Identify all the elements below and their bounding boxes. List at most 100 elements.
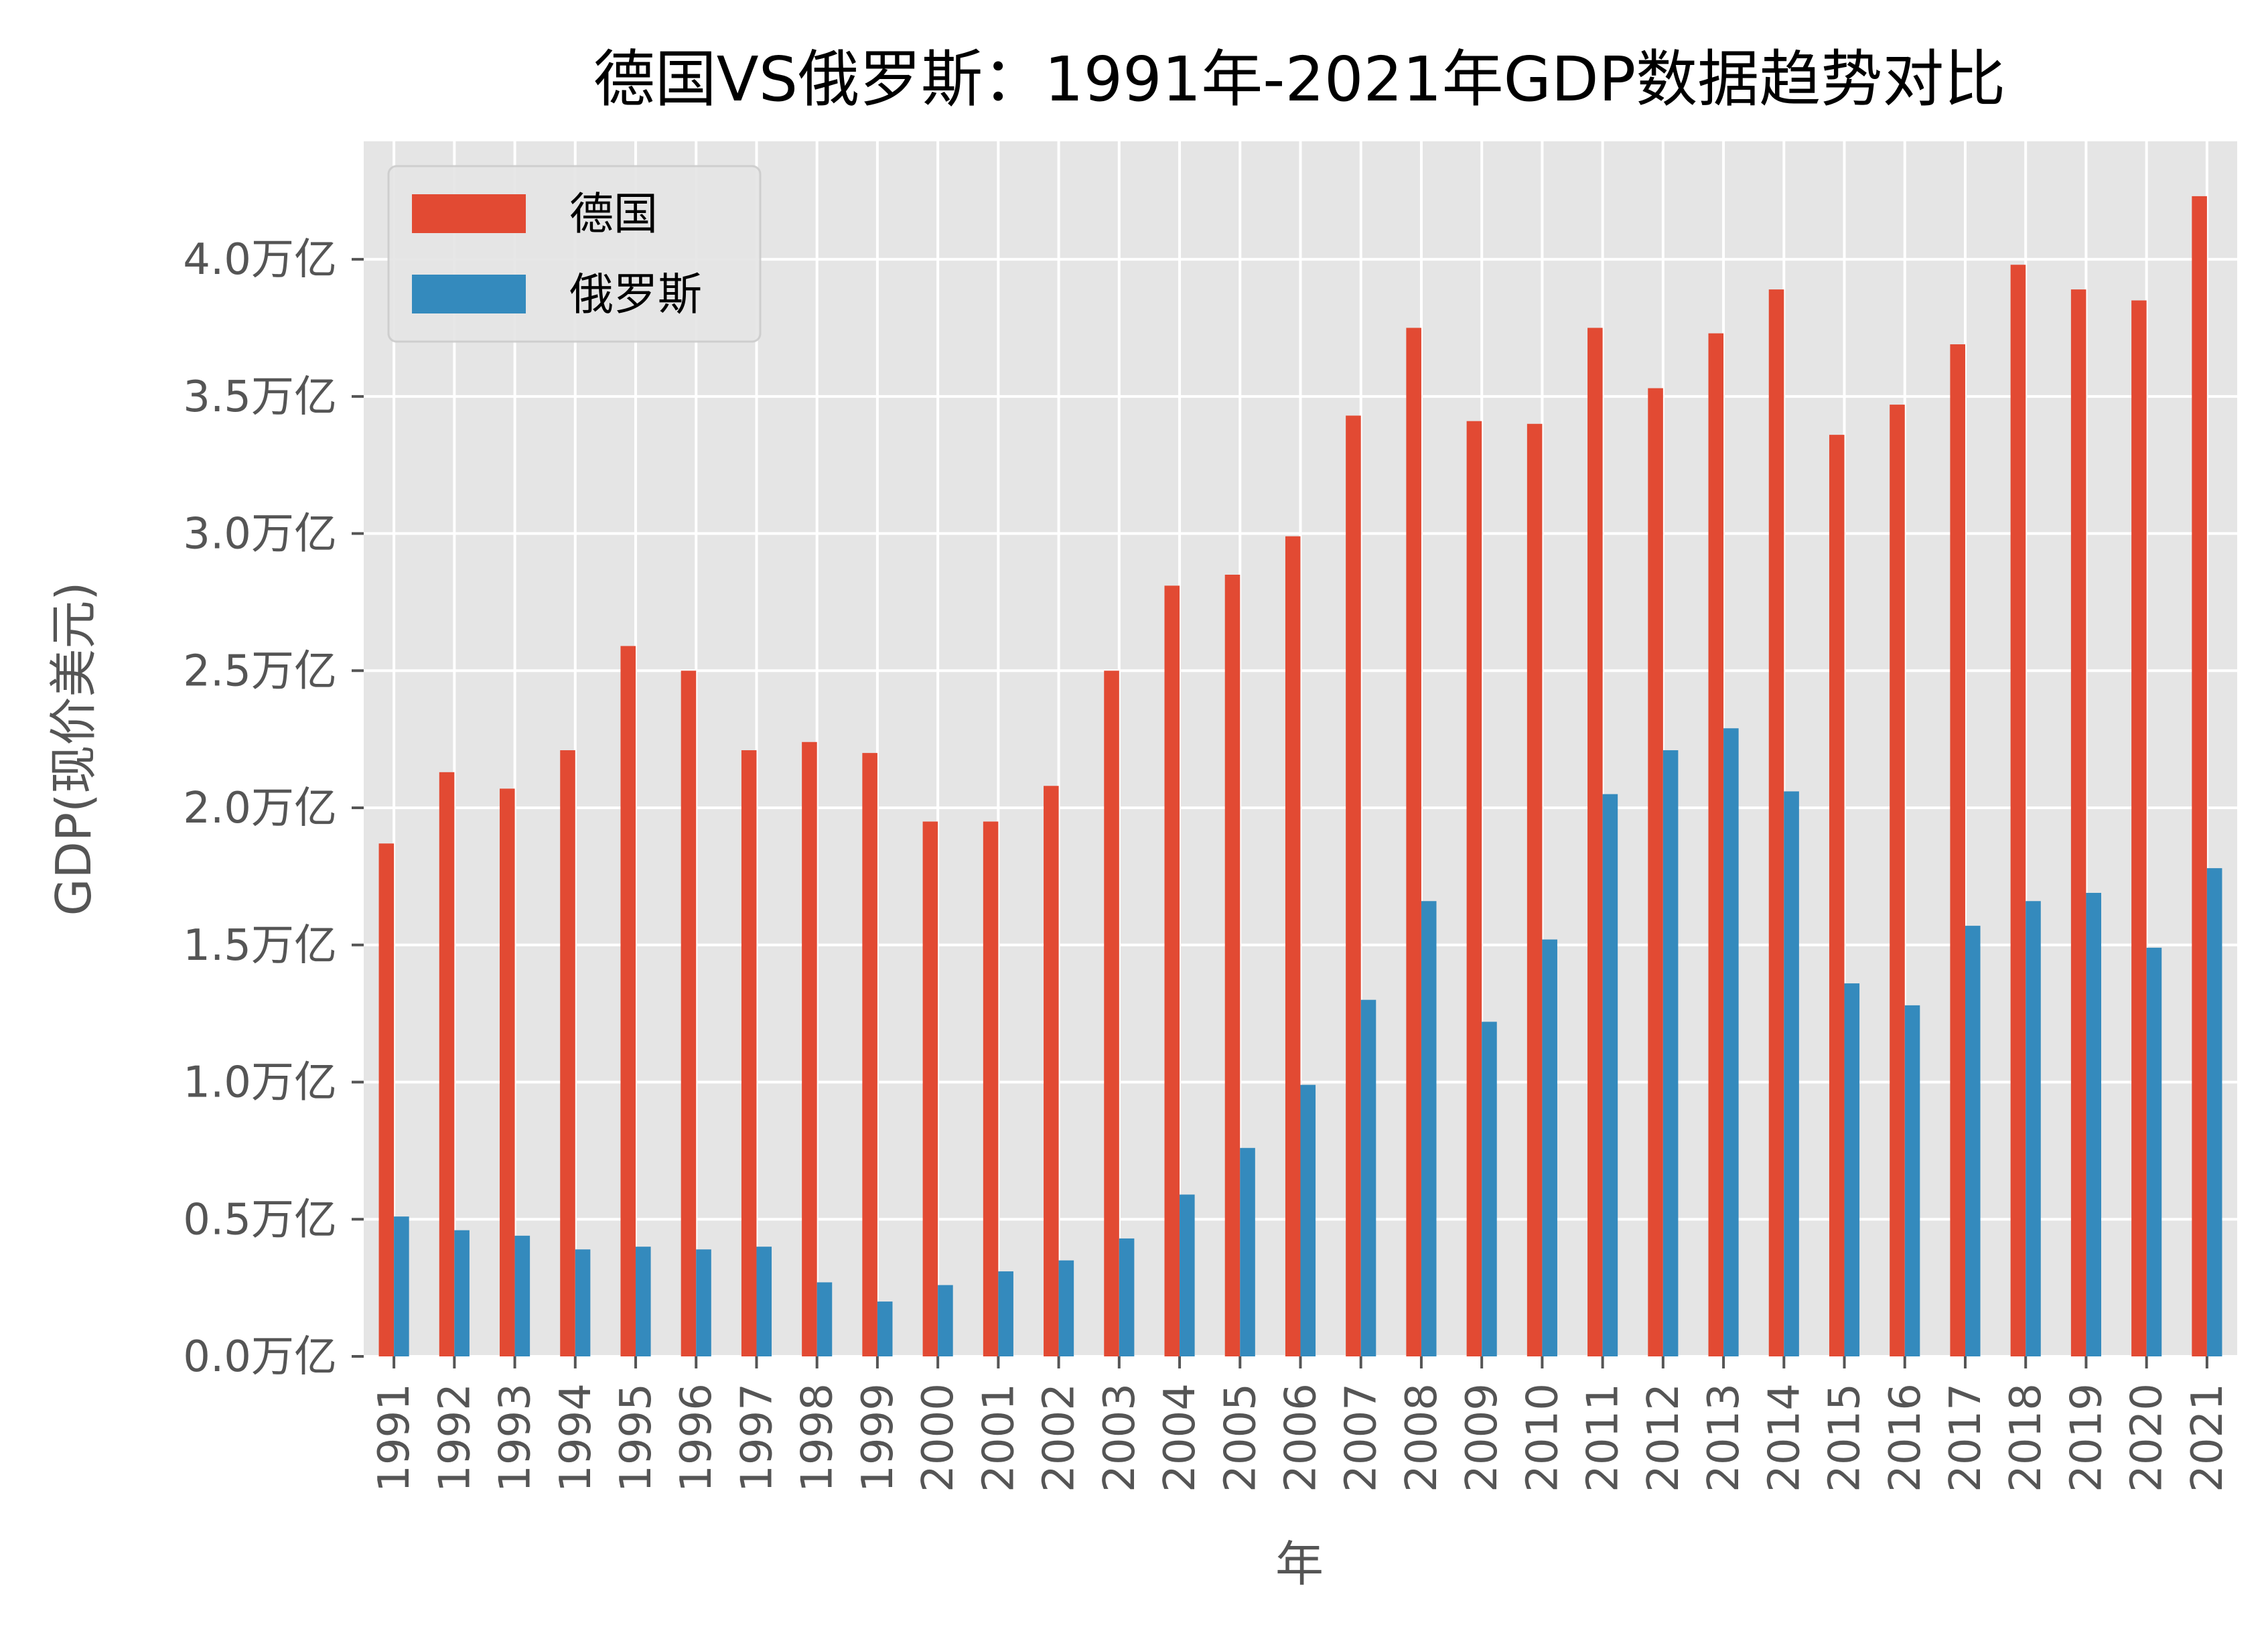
y-axis: 0.0万亿 0.5万亿 1.0万亿 1.5万亿 2.0万亿 2.5万亿 3.0万亿 3.5万亿… <box>183 235 364 1382</box>
y-tick-label: 0.0万亿 <box>183 1332 337 1382</box>
bar-germany-1998 <box>802 741 817 1356</box>
bar-germany-2018 <box>2010 265 2026 1356</box>
legend-label: 德国 <box>569 188 658 240</box>
bar-germany-2001 <box>983 821 999 1356</box>
bar-russia-1997 <box>756 1247 772 1356</box>
bar-germany-2020 <box>2131 300 2147 1356</box>
bar-germany-1995 <box>620 646 636 1356</box>
bar-russia-2000 <box>938 1285 953 1356</box>
bar-germany-1991 <box>378 843 395 1356</box>
bar-germany-2004 <box>1164 585 1180 1356</box>
x-tick-label: 1996 <box>672 1383 721 1492</box>
bar-germany-2006 <box>1285 536 1301 1356</box>
bar-russia-2002 <box>1058 1260 1074 1356</box>
y-axis-label: GDP(现价美元) <box>46 582 102 916</box>
bar-russia-2007 <box>1360 999 1376 1356</box>
bar-germany-2005 <box>1224 574 1241 1356</box>
bar-russia-2010 <box>1542 939 1557 1356</box>
x-tick-label: 1993 <box>491 1383 541 1492</box>
x-tick-label: 1994 <box>551 1383 601 1492</box>
x-tick-label: 2007 <box>1337 1383 1387 1492</box>
bar-germany-1992 <box>439 772 455 1356</box>
x-tick-label: 2006 <box>1277 1383 1326 1492</box>
bar-germany-2009 <box>1466 421 1482 1356</box>
bar-germany-1999 <box>862 753 877 1356</box>
legend-swatch <box>412 194 526 233</box>
x-tick-label: 2009 <box>1458 1383 1507 1492</box>
x-tick-label: 2015 <box>1821 1383 1870 1492</box>
chart-title: 德国VS俄罗斯：1991年-2021年GDP数据趋势对比 <box>593 44 2005 115</box>
bar-russia-1991 <box>394 1216 409 1356</box>
x-tick-label: 2003 <box>1095 1383 1145 1492</box>
x-tick-label: 1999 <box>853 1383 903 1492</box>
x-tick-label: 2014 <box>1760 1383 1809 1492</box>
bar-germany-1996 <box>681 670 697 1356</box>
x-tick-label: 2011 <box>1579 1383 1628 1492</box>
bar-russia-1998 <box>817 1282 833 1356</box>
x-tick-label: 1992 <box>430 1383 480 1492</box>
bar-germany-2019 <box>2070 289 2086 1356</box>
bar-russia-2017 <box>1965 926 1981 1356</box>
bar-russia-1993 <box>514 1235 530 1356</box>
bar-germany-2012 <box>1648 388 1663 1356</box>
bar-germany-2000 <box>922 821 938 1356</box>
bar-russia-2019 <box>2086 892 2101 1356</box>
x-tick-label: 1997 <box>732 1383 782 1492</box>
bar-russia-2014 <box>1784 791 1799 1356</box>
x-tick-label: 1995 <box>612 1383 661 1492</box>
x-tick-label: 2000 <box>914 1383 963 1492</box>
x-tick-label: 2001 <box>974 1383 1023 1492</box>
bar-germany-2010 <box>1527 423 1543 1356</box>
bar-germany-2021 <box>2192 196 2207 1357</box>
bar-germany-2008 <box>1406 328 1421 1356</box>
x-tick-label: 1998 <box>793 1383 843 1492</box>
bar-russia-1999 <box>877 1301 893 1356</box>
bar-germany-1997 <box>741 750 757 1356</box>
x-tick-label: 2012 <box>1639 1383 1689 1492</box>
x-axis-label: 年 <box>1275 1536 1324 1592</box>
x-tick-label: 1991 <box>370 1383 419 1492</box>
bar-germany-2011 <box>1587 328 1603 1356</box>
bar-germany-1993 <box>500 788 515 1356</box>
x-axis: 1991 1992 1993 1994 1995 1996 1997 1998 1999 2000… <box>370 1356 2232 1492</box>
y-tick-label: 3.5万亿 <box>183 372 337 422</box>
bar-germany-2003 <box>1104 670 1119 1356</box>
bar-russia-2021 <box>2206 868 2222 1356</box>
x-tick-label: 2005 <box>1216 1383 1265 1492</box>
y-tick-label: 2.0万亿 <box>183 784 337 833</box>
y-tick-label: 3.0万亿 <box>183 510 337 559</box>
bar-germany-2016 <box>1890 405 1905 1356</box>
bar-russia-2011 <box>1602 794 1618 1356</box>
bar-germany-2007 <box>1346 415 1361 1356</box>
bar-russia-2006 <box>1300 1084 1316 1356</box>
bar-russia-2005 <box>1240 1147 1255 1356</box>
bar-russia-2008 <box>1421 901 1437 1356</box>
bar-germany-1994 <box>560 750 575 1356</box>
x-tick-label: 2017 <box>1941 1383 1991 1492</box>
bar-russia-2016 <box>1904 1005 1920 1356</box>
bar-russia-2015 <box>1844 983 1860 1356</box>
y-tick-label: 2.5万亿 <box>183 646 337 696</box>
x-tick-label: 2002 <box>1035 1383 1084 1492</box>
bar-russia-2013 <box>1723 728 1739 1356</box>
bar-russia-2009 <box>1482 1021 1497 1356</box>
y-tick-label: 1.0万亿 <box>183 1058 337 1108</box>
y-tick-label: 1.5万亿 <box>183 921 337 971</box>
y-tick-label: 0.5万亿 <box>183 1195 337 1245</box>
x-tick-label: 2020 <box>2123 1383 2172 1492</box>
bar-russia-1995 <box>636 1247 651 1356</box>
bars <box>378 196 2222 1357</box>
bar-germany-2017 <box>1950 344 1965 1356</box>
bar-germany-2013 <box>1708 333 1724 1356</box>
bar-russia-1992 <box>454 1230 470 1356</box>
bar-russia-2020 <box>2146 947 2162 1356</box>
x-tick-label: 2004 <box>1155 1383 1205 1492</box>
bar-germany-2015 <box>1829 435 1845 1356</box>
bar-russia-2012 <box>1662 750 1679 1356</box>
bar-germany-2014 <box>1768 289 1784 1356</box>
bar-russia-2003 <box>1119 1238 1135 1356</box>
legend-label: 俄罗斯 <box>569 269 702 320</box>
x-tick-label: 2016 <box>1881 1383 1930 1492</box>
